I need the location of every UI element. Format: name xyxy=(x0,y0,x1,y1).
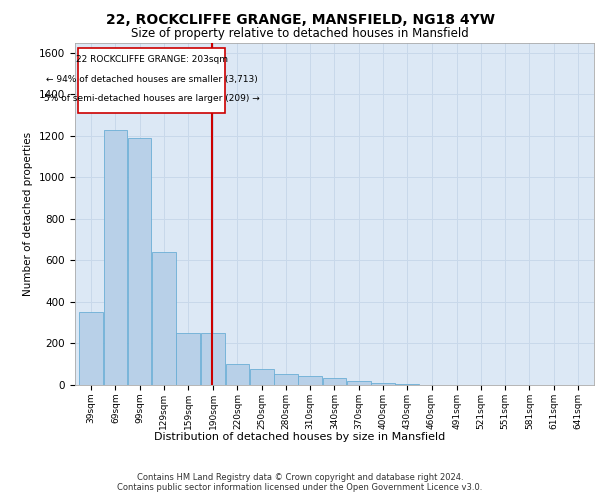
Bar xyxy=(298,376,322,385)
Text: 22, ROCKCLIFFE GRANGE, MANSFIELD, NG18 4YW: 22, ROCKCLIFFE GRANGE, MANSFIELD, NG18 4… xyxy=(106,12,494,26)
Bar xyxy=(128,138,151,385)
Bar xyxy=(371,384,395,385)
Text: 22 ROCKCLIFFE GRANGE: 203sqm: 22 ROCKCLIFFE GRANGE: 203sqm xyxy=(76,55,228,64)
Bar xyxy=(274,374,298,385)
Bar xyxy=(226,364,249,385)
Bar xyxy=(152,252,176,385)
Text: Size of property relative to detached houses in Mansfield: Size of property relative to detached ho… xyxy=(131,28,469,40)
Bar xyxy=(202,333,225,385)
Bar xyxy=(79,312,103,385)
Bar xyxy=(323,378,346,385)
Text: 5% of semi-detached houses are larger (209) →: 5% of semi-detached houses are larger (2… xyxy=(44,94,260,103)
Y-axis label: Number of detached properties: Number of detached properties xyxy=(23,132,34,296)
Bar xyxy=(104,130,127,385)
Bar xyxy=(347,381,371,385)
Bar xyxy=(176,333,200,385)
Text: Distribution of detached houses by size in Mansfield: Distribution of detached houses by size … xyxy=(154,432,446,442)
Text: Contains HM Land Registry data © Crown copyright and database right 2024.
Contai: Contains HM Land Registry data © Crown c… xyxy=(118,473,482,492)
Bar xyxy=(78,48,226,112)
Bar xyxy=(250,370,274,385)
Bar xyxy=(395,384,419,385)
Text: ← 94% of detached houses are smaller (3,713): ← 94% of detached houses are smaller (3,… xyxy=(46,74,257,84)
